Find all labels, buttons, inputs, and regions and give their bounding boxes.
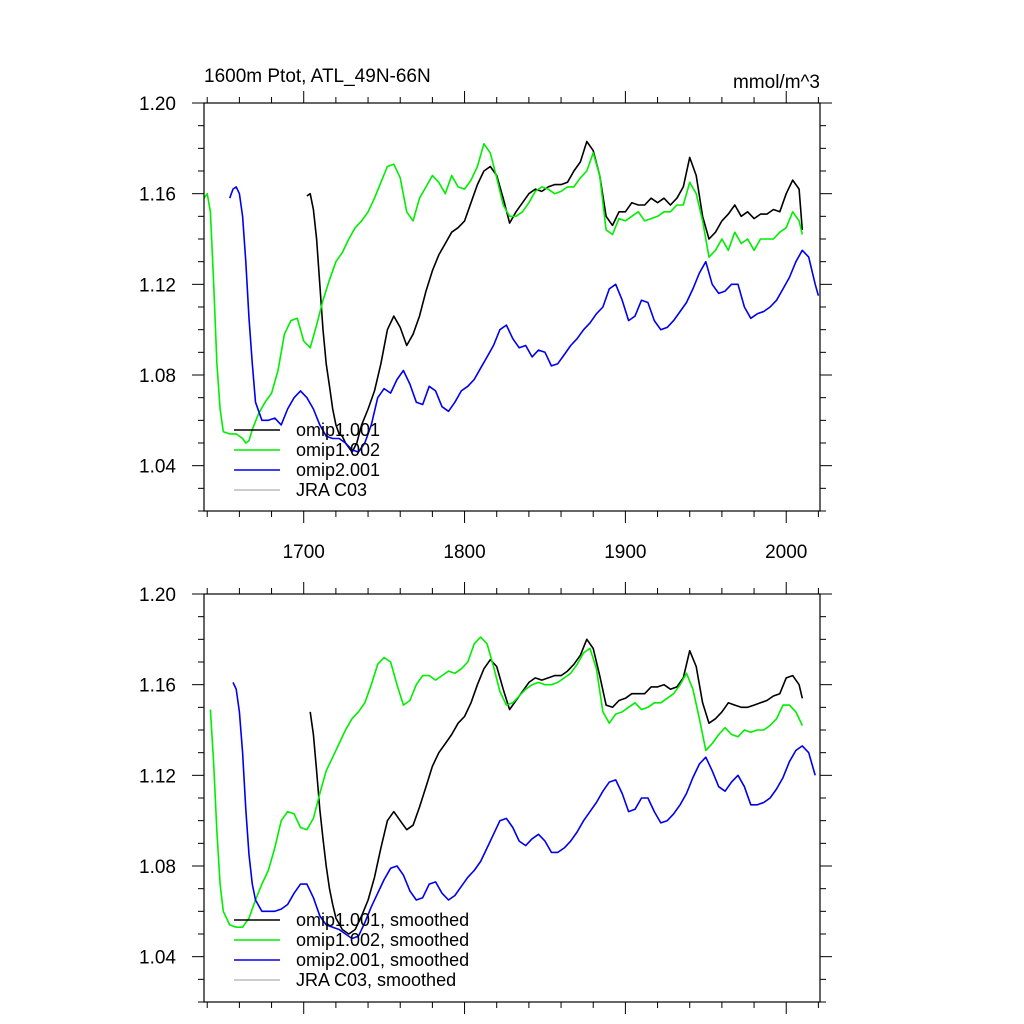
x-tick-label: 1700 [283, 542, 325, 563]
x-tick-label: 1800 [443, 542, 485, 563]
y-tick-label: 1.12 [139, 275, 176, 296]
x-tick-label: 2000 [765, 542, 807, 563]
plot-frame [203, 593, 821, 1003]
series-line-2 [209, 636, 804, 929]
x-tick-label: 1900 [604, 542, 646, 563]
chart-title: 1600m Ptot, ATL_49N-66N [204, 66, 431, 87]
legend-label-4: JRA C03 [296, 480, 367, 500]
legend-label-3: omip2.001, smoothed [296, 950, 469, 970]
plot-frame [203, 102, 821, 512]
y-tick-label: 1.08 [139, 366, 176, 387]
series-line-3 [232, 682, 816, 940]
legend-label-3: omip2.001 [296, 460, 380, 480]
legend-label-2: omip1.002 [296, 440, 380, 460]
bottom-chart-panel: 1.04 1.08 1.12 1.16 1.20 omip1.001, smoothed… [139, 582, 832, 1014]
y-tick-label: 1.20 [139, 585, 176, 606]
legend-label-4: JRA C03, smoothed [296, 970, 456, 990]
axis-ticks: 1.04 1.08 1.12 1.16 1.20 [139, 582, 832, 1014]
series-line-3 [228, 186, 820, 453]
y-tick-label: 1.04 [139, 948, 176, 969]
top-chart-panel: 1600m Ptot, ATL_49N-66N mmol/m^3 1.041.0… [139, 66, 832, 563]
series-layer [209, 636, 816, 940]
axis-ticks: 1.04 1.08 1.12 1.16 1.20 1700 1800 1900 2000 [139, 91, 832, 563]
series-line-2 [203, 143, 804, 444]
series-layer [203, 140, 820, 453]
y-tick-label: 1.12 [139, 766, 176, 787]
y-tick-label: 1.04 [139, 457, 176, 478]
series-line-1 [309, 638, 804, 935]
y-tick-label: 1.16 [139, 676, 176, 697]
y-tick-label: 1.20 [139, 94, 176, 115]
legend-label-1: omip1.001, smoothed [296, 910, 469, 930]
legend-label-1: omip1.001 [296, 420, 380, 440]
legend-label-2: omip1.002, smoothed [296, 930, 469, 950]
units-label: mmol/m^3 [733, 72, 820, 93]
series-line-1 [306, 140, 804, 453]
y-tick-label: 1.08 [139, 857, 176, 878]
y-tick-label: 1.16 [139, 185, 176, 206]
